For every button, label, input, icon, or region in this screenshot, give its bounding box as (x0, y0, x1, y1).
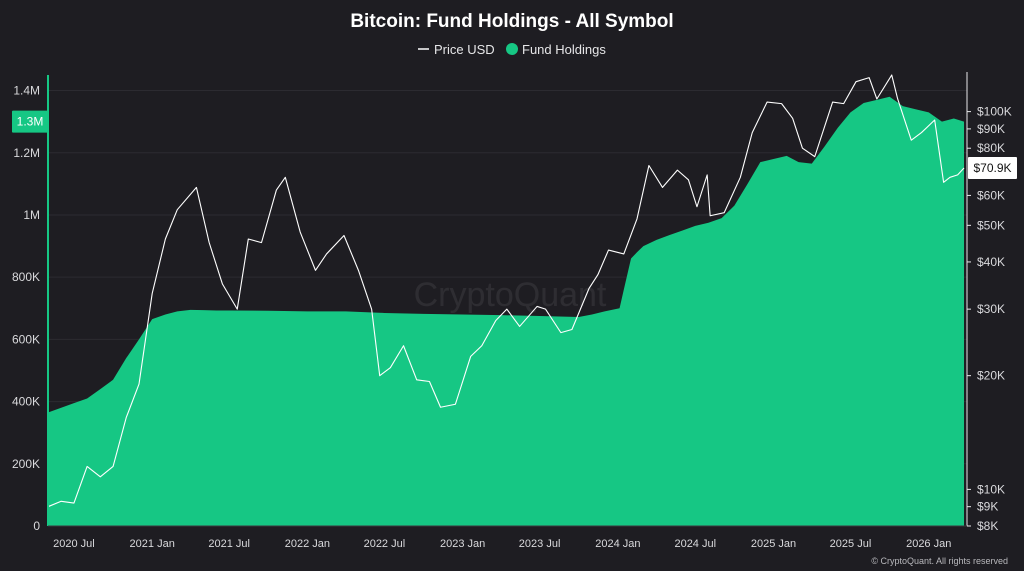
legend-holdings-dot-marker (506, 43, 518, 55)
left-tick-label-0: 0 (33, 519, 40, 533)
right-tick-label-9: $90K (977, 122, 1005, 136)
x-tick-label-3: 2022 Jan (285, 538, 330, 550)
x-tick-label-9: 2025 Jan (751, 538, 796, 550)
x-axis-ticks: 2020 Jul 2021 Jan 2021 Jul 2022 Jan 2022 Jul… (53, 538, 951, 550)
axes (47, 72, 968, 527)
right-current-value-label: $70.9K (973, 161, 1011, 175)
x-tick-label-6: 2023 Jul (519, 538, 561, 550)
left-tick-label-1: 200K (12, 457, 40, 471)
left-tick-label-5: 1M (23, 208, 40, 222)
x-tick-label-8: 2024 Jul (674, 538, 716, 550)
legend-holdings-label[interactable]: Fund Holdings (522, 42, 606, 57)
x-tick-label-5: 2023 Jan (440, 538, 485, 550)
right-tick-label-5: $40K (977, 255, 1005, 269)
x-tick-label-10: 2025 Jul (830, 538, 872, 550)
left-tick-label-7: 1.4M (13, 84, 40, 98)
holdings-area-layer (48, 96, 965, 527)
right-tick-label-6: $50K (977, 218, 1005, 232)
copyright-notice: © CryptoQuant. All rights reserved (871, 556, 1008, 566)
x-tick-label-4: 2022 Jul (364, 538, 406, 550)
right-tick-label-2: $10K (977, 482, 1005, 496)
left-tick-label-6: 1.2M (13, 146, 40, 160)
right-tick-label-10: $100K (977, 105, 1012, 119)
left-current-value-badge: 1.3M (12, 110, 48, 133)
x-tick-label-0: 2020 Jul (53, 538, 95, 550)
x-tick-label-7: 2024 Jan (595, 538, 640, 550)
left-tick-label-2: 400K (12, 395, 40, 409)
fund-holdings-area (48, 96, 965, 527)
left-tick-label-3: 600K (12, 332, 40, 346)
right-current-value-badge: $70.9K (968, 157, 1017, 180)
watermark: CryptoQuant (414, 276, 607, 314)
x-tick-label-1: 2021 Jan (130, 538, 175, 550)
right-tick-label-0: $8K (977, 519, 998, 533)
left-tick-label-4: 800K (12, 270, 40, 284)
right-tick-label-3: $20K (977, 369, 1005, 383)
left-axis-ticks: 0 200K 400K 600K 800K 1M 1.2M 1.4M (12, 84, 40, 533)
legend-price-label[interactable]: Price USD (434, 42, 495, 57)
x-tick-label-11: 2026 Jan (906, 538, 951, 550)
right-tick-label-1: $9K (977, 500, 998, 514)
right-tick-label-4: $30K (977, 302, 1005, 316)
left-current-value-label: 1.3M (17, 115, 44, 129)
right-tick-label-7: $60K (977, 188, 1005, 202)
price-line-layer (47, 74, 965, 508)
chart-title: Bitcoin: Fund Holdings - All Symbol (350, 11, 673, 32)
x-tick-label-2: 2021 Jul (208, 538, 250, 550)
right-tick-label-8: $80K (977, 141, 1005, 155)
right-axis-ticks: $8K $9K $10K $20K $30K $40K $50K $60K $80K $90K $1… (967, 105, 1012, 533)
price-usd-line (47, 74, 965, 508)
legend: Price USD Fund Holdings (418, 42, 606, 57)
